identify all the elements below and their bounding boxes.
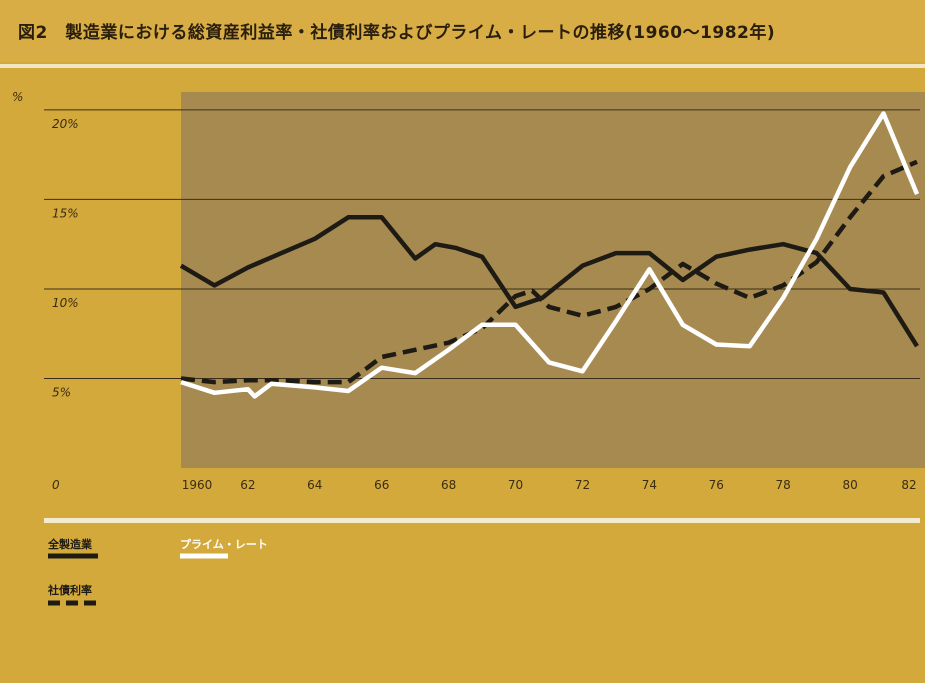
y-tick-label: 10% <box>52 296 79 310</box>
legend-label-manufacturing: 全製造業 <box>48 538 92 551</box>
legend-label-bond: 社債利率 <box>48 584 92 597</box>
x-tick-label: 76 <box>709 478 724 492</box>
title-bar: 図2 製造業における総資産利益率・社債利率およびプライム・レートの推移(1960… <box>0 0 925 62</box>
chart-title: 図2 製造業における総資産利益率・社債利率およびプライム・レートの推移(1960… <box>18 23 776 43</box>
x-tick-label: 66 <box>374 478 389 492</box>
series-prime-line <box>180 111 920 399</box>
axis-labels: 0 5% 10% 15% 20%% 1960 62 64 66 68 70 72 74 76 78 80 82 <box>12 90 917 492</box>
x-tick-label: 74 <box>642 478 657 492</box>
y-tick-label: 20% <box>52 117 79 131</box>
x-tick-label: 64 <box>307 478 322 492</box>
x-tick-label: 72 <box>575 478 590 492</box>
x-tick-label: 80 <box>842 478 857 492</box>
y-tick-label: 5% <box>52 385 71 399</box>
plot-background <box>181 92 925 468</box>
x-tick-label: 78 <box>776 478 791 492</box>
y-unit-label: % <box>12 90 23 104</box>
x-tick-label: 82 <box>901 478 916 492</box>
x-tick-label: 62 <box>240 478 255 492</box>
series-manufacturing-line <box>179 215 919 348</box>
x-tick-label: 1960 <box>182 478 213 492</box>
legend-label-prime: プライム・レート <box>180 538 268 551</box>
x-tick-label: 68 <box>441 478 456 492</box>
y-tick-label: 15% <box>52 206 79 220</box>
legend-divider <box>44 518 920 523</box>
series-lines <box>179 111 920 399</box>
series-bond-line <box>180 159 918 385</box>
title-divider <box>0 64 925 68</box>
x-tick-label: 70 <box>508 478 523 492</box>
y-tick-label: 0 <box>52 478 60 492</box>
